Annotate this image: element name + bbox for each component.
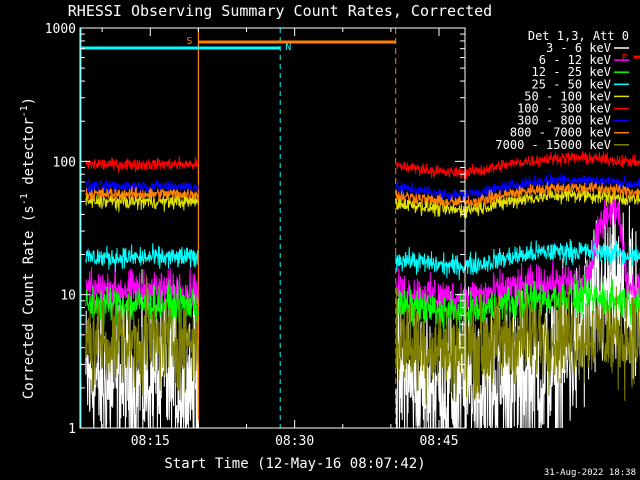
y-tick-label: 1 bbox=[68, 422, 76, 437]
legend-label: 6 - 12 keV bbox=[539, 53, 611, 67]
legend-label: 3 - 6 keV bbox=[546, 41, 611, 55]
y-axis-label-sup2: -1 bbox=[19, 105, 30, 117]
x-tick-label: 08:45 bbox=[419, 434, 458, 449]
series-line-3 bbox=[85, 238, 640, 281]
series-line-8 bbox=[85, 274, 640, 405]
legend-label: 25 - 50 keV bbox=[532, 77, 611, 91]
x-axis-label: Start Time (12-May-16 08:07:42) bbox=[164, 456, 425, 472]
y-tick-label: 100 bbox=[53, 155, 76, 170]
y-axis-label-end: ) bbox=[21, 97, 37, 105]
series-line-5 bbox=[85, 151, 640, 180]
footer-date: 31-Aug-2022 18:38 bbox=[544, 468, 636, 478]
y-tick-label: 10 bbox=[60, 289, 76, 304]
legend-label: 800 - 7000 keV bbox=[510, 126, 611, 140]
series-line-6 bbox=[85, 173, 640, 203]
y-tick-label: 1000 bbox=[45, 22, 76, 37]
legend-title: Det 1,3, Att 0 bbox=[528, 29, 629, 43]
legend-label: 50 - 100 keV bbox=[524, 89, 611, 103]
legend-label: 7000 - 15000 keV bbox=[495, 138, 611, 152]
legend-label: 300 - 800 keV bbox=[517, 114, 611, 128]
y-axis-label: Corrected Count Rate (s-1 detector-1) bbox=[19, 97, 37, 399]
legend-label: 12 - 25 keV bbox=[532, 65, 611, 79]
x-tick-label: 08:15 bbox=[131, 434, 170, 449]
x-tick-label: 08:30 bbox=[275, 434, 314, 449]
legend-label: 100 - 300 keV bbox=[517, 102, 611, 116]
series-line-7 bbox=[85, 181, 640, 209]
flare-label: F bbox=[621, 53, 627, 64]
y-axis-label-mid: detector bbox=[21, 117, 37, 193]
series-line-4 bbox=[85, 187, 640, 220]
night-label: N bbox=[285, 42, 291, 53]
series-line-1 bbox=[85, 187, 640, 320]
chart-title: RHESSI Observing Summary Count Rates, Co… bbox=[68, 2, 492, 20]
plot-frame bbox=[79, 27, 466, 429]
y-axis-label-main: Corrected Count Rate (s bbox=[21, 205, 37, 399]
y-axis-label-sup1: -1 bbox=[19, 193, 30, 205]
saa-label: S bbox=[186, 36, 192, 47]
